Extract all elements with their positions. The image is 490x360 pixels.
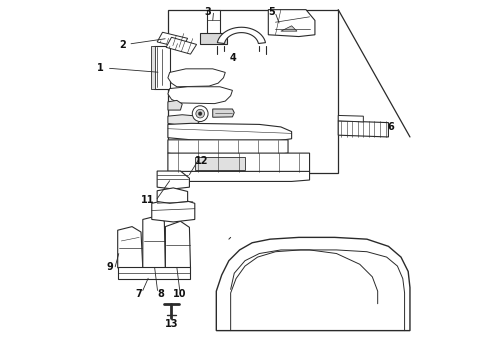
Text: 1: 1 (97, 63, 158, 73)
Text: 5: 5 (269, 7, 275, 17)
Polygon shape (168, 140, 288, 155)
Polygon shape (157, 188, 188, 203)
Polygon shape (269, 10, 315, 37)
Text: 4: 4 (230, 53, 237, 63)
Polygon shape (166, 37, 196, 54)
Polygon shape (168, 115, 200, 126)
Circle shape (196, 109, 204, 118)
Polygon shape (168, 123, 292, 141)
Polygon shape (168, 10, 338, 173)
Polygon shape (118, 226, 143, 270)
Polygon shape (200, 33, 227, 44)
Text: 2: 2 (119, 39, 165, 50)
Polygon shape (218, 27, 266, 44)
Polygon shape (168, 171, 310, 181)
Polygon shape (168, 100, 182, 110)
Polygon shape (168, 87, 232, 104)
Text: 12: 12 (195, 156, 209, 166)
Polygon shape (153, 45, 170, 89)
Polygon shape (216, 237, 410, 330)
Polygon shape (213, 109, 234, 117)
Text: 10: 10 (173, 289, 187, 299)
Polygon shape (152, 198, 195, 222)
Text: 9: 9 (106, 262, 113, 272)
Polygon shape (157, 171, 190, 189)
Polygon shape (143, 216, 166, 270)
Polygon shape (151, 45, 155, 89)
Polygon shape (281, 26, 297, 31)
Text: 6: 6 (388, 122, 394, 132)
Text: 7: 7 (136, 289, 143, 299)
Text: 11: 11 (142, 195, 155, 205)
Polygon shape (207, 10, 220, 35)
Text: 13: 13 (165, 319, 178, 329)
Circle shape (192, 106, 208, 122)
Polygon shape (118, 267, 191, 279)
Polygon shape (195, 157, 245, 170)
Polygon shape (338, 116, 364, 122)
Text: 8: 8 (157, 289, 164, 299)
Polygon shape (338, 121, 389, 137)
Text: 3: 3 (204, 7, 211, 17)
Polygon shape (168, 69, 225, 87)
Polygon shape (166, 221, 191, 270)
Polygon shape (168, 153, 310, 174)
Circle shape (198, 112, 202, 116)
Polygon shape (157, 32, 188, 48)
